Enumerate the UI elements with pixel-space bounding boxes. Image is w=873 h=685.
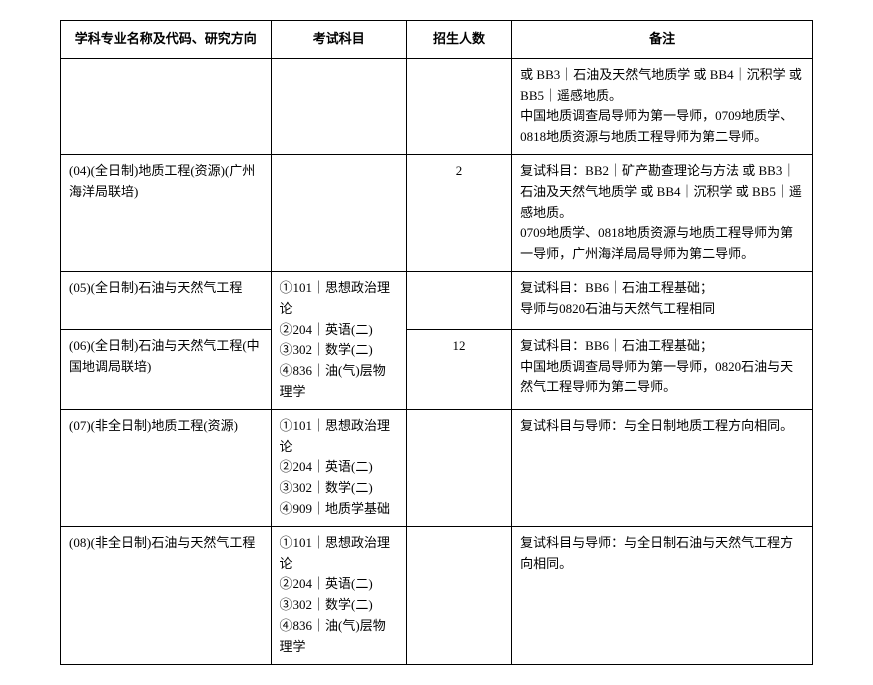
header-major: 学科专业名称及代码、研究方向 xyxy=(61,21,272,59)
table-row: (04)(全日制)地质工程(资源)(广州海洋局联培) 2复试科目：BB2｜矿产勘查… xyxy=(61,154,813,271)
cell-count xyxy=(406,526,511,664)
cell-exam xyxy=(271,154,406,271)
cell-remark: 复试科目与导师：与全日制地质工程方向相同。 xyxy=(512,409,813,526)
admissions-table: 学科专业名称及代码、研究方向 考试科目 招生人数 备注 或 BB3｜石油及天然气… xyxy=(60,20,813,665)
table-row: (05)(全日制)石油与天然气工程①101｜思想政治理论 ②204｜英语(二) … xyxy=(61,271,813,329)
cell-count xyxy=(406,58,511,154)
cell-count xyxy=(406,409,511,526)
cell-major: (08)(非全日制)石油与天然气工程 xyxy=(61,526,272,664)
cell-major xyxy=(61,58,272,154)
table-row: (06)(全日制)石油与天然气工程(中国地调局联培) 12复试科目：BB6｜石油工… xyxy=(61,329,813,409)
table-header-row: 学科专业名称及代码、研究方向 考试科目 招生人数 备注 xyxy=(61,21,813,59)
header-exam: 考试科目 xyxy=(271,21,406,59)
header-remark: 备注 xyxy=(512,21,813,59)
header-count: 招生人数 xyxy=(406,21,511,59)
cell-major: (06)(全日制)石油与天然气工程(中国地调局联培) xyxy=(61,329,272,409)
cell-remark: 复试科目：BB6｜石油工程基础； 导师与0820石油与天然气工程相同 xyxy=(512,271,813,329)
cell-major: (05)(全日制)石油与天然气工程 xyxy=(61,271,272,329)
cell-count xyxy=(406,271,511,329)
cell-exam: ①101｜思想政治理论 ②204｜英语(二) ③302｜数学(二) ④909｜地… xyxy=(271,409,406,526)
cell-major: (07)(非全日制)地质工程(资源) xyxy=(61,409,272,526)
cell-exam: ①101｜思想政治理论 ②204｜英语(二) ③302｜数学(二) ④836｜油… xyxy=(271,271,406,409)
cell-exam: ①101｜思想政治理论 ②204｜英语(二) ③302｜数学(二) ④836｜油… xyxy=(271,526,406,664)
cell-remark: 复试科目：BB6｜石油工程基础； 中国地质调查局导师为第一导师，0820石油与天… xyxy=(512,329,813,409)
table-body: 或 BB3｜石油及天然气地质学 或 BB4｜沉积学 或 BB5｜遥感地质。 中国… xyxy=(61,58,813,664)
table-row: 或 BB3｜石油及天然气地质学 或 BB4｜沉积学 或 BB5｜遥感地质。 中国… xyxy=(61,58,813,154)
table-row: (07)(非全日制)地质工程(资源)①101｜思想政治理论 ②204｜英语(二)… xyxy=(61,409,813,526)
cell-remark: 复试科目与导师：与全日制石油与天然气工程方向相同。 xyxy=(512,526,813,664)
cell-exam xyxy=(271,58,406,154)
cell-count: 12 xyxy=(406,329,511,409)
cell-count: 2 xyxy=(406,154,511,271)
table-row: (08)(非全日制)石油与天然气工程①101｜思想政治理论 ②204｜英语(二)… xyxy=(61,526,813,664)
cell-major: (04)(全日制)地质工程(资源)(广州海洋局联培) xyxy=(61,154,272,271)
cell-remark: 复试科目：BB2｜矿产勘查理论与方法 或 BB3｜石油及天然气地质学 或 BB4… xyxy=(512,154,813,271)
cell-remark: 或 BB3｜石油及天然气地质学 或 BB4｜沉积学 或 BB5｜遥感地质。 中国… xyxy=(512,58,813,154)
